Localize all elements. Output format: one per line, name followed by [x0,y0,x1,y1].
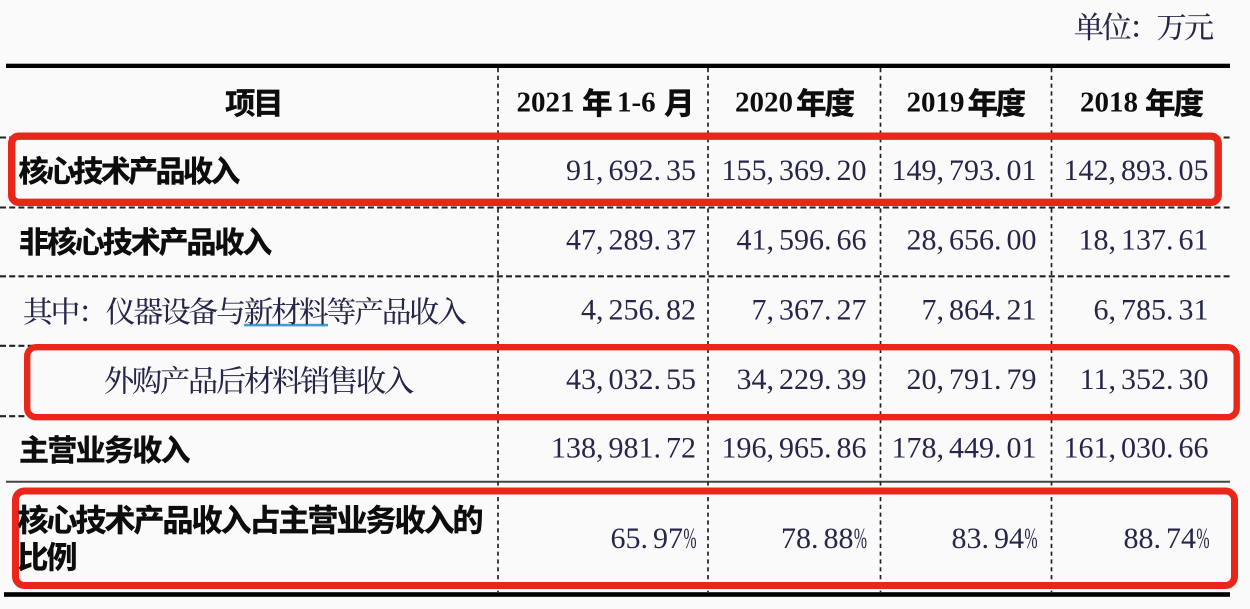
svg-text:155, 369. 20: 155, 369. 20 [722,154,867,187]
svg-text:2021: 2021 [517,87,575,119]
svg-text:78. 88: 78. 88 [781,522,854,555]
svg-text:18, 137. 61: 18, 137. 61 [1079,224,1209,257]
svg-text:%: % [854,522,867,555]
svg-text:2019: 2019 [907,87,965,119]
svg-text:7, 864. 21: 7, 864. 21 [922,294,1037,327]
svg-text:11, 352. 30: 11, 352. 30 [1080,363,1209,396]
svg-text:142, 893. 05: 142, 893. 05 [1064,154,1209,187]
svg-text:1-6: 1-6 [617,87,656,119]
svg-text:20, 791. 79: 20, 791. 79 [907,363,1037,396]
svg-text:7, 367. 27: 7, 367. 27 [752,294,867,327]
svg-text:47, 289. 37: 47, 289. 37 [566,224,696,257]
svg-text:196, 965. 86: 196, 965. 86 [722,432,867,465]
svg-text:%: % [683,522,696,555]
svg-text:91, 692. 35: 91, 692. 35 [566,154,696,187]
svg-text:%: % [1024,522,1037,555]
svg-text:6, 785. 31: 6, 785. 31 [1094,294,1209,327]
svg-text:161, 030. 66: 161, 030. 66 [1064,432,1209,465]
svg-text:2020: 2020 [735,87,793,119]
svg-text:88. 74: 88. 74 [1124,522,1197,555]
svg-text:43, 032. 55: 43, 032. 55 [566,363,696,396]
svg-text:4, 256. 82: 4, 256. 82 [581,294,696,327]
svg-text:41, 596. 66: 41, 596. 66 [737,224,867,257]
svg-text:2018: 2018 [1080,87,1138,119]
svg-text:149, 793. 01: 149, 793. 01 [892,154,1037,187]
svg-text:34, 229. 39: 34, 229. 39 [737,363,867,396]
svg-text:178, 449. 01: 178, 449. 01 [892,432,1037,465]
svg-text:28, 656. 00: 28, 656. 00 [907,224,1037,257]
svg-text:65. 97: 65. 97 [611,522,684,555]
svg-text:138, 981. 72: 138, 981. 72 [551,432,696,465]
svg-text:83. 94: 83. 94 [952,522,1025,555]
svg-text:%: % [1196,522,1209,555]
